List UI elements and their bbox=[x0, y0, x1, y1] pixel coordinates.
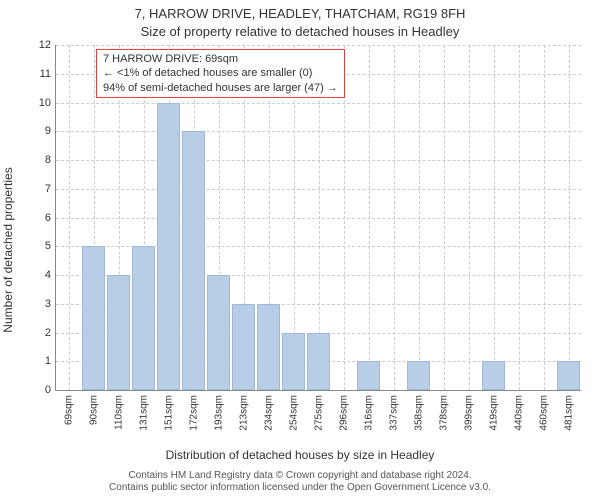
gridline-v bbox=[394, 45, 395, 390]
x-tick: 378sqm bbox=[438, 395, 449, 431]
plot-area: 012345678910111269sqm90sqm110sqm131sqm15… bbox=[55, 45, 581, 391]
bar bbox=[157, 103, 180, 391]
footer-text: Contains HM Land Registry data © Crown c… bbox=[0, 470, 600, 494]
x-tick: 460sqm bbox=[538, 395, 549, 431]
x-tick: 90sqm bbox=[88, 395, 99, 425]
annotation-line2: ← <1% of detached houses are smaller (0) bbox=[103, 66, 338, 80]
y-tick: 5 bbox=[31, 240, 51, 252]
x-tick: 275sqm bbox=[313, 395, 324, 431]
x-tick: 296sqm bbox=[338, 395, 349, 431]
title-line1: 7, HARROW DRIVE, HEADLEY, THATCHAM, RG19… bbox=[0, 6, 600, 21]
bar bbox=[82, 246, 105, 390]
bar bbox=[257, 304, 280, 390]
y-tick: 1 bbox=[31, 355, 51, 367]
bar bbox=[232, 304, 255, 390]
annotation-line1: 7 HARROW DRIVE: 69sqm bbox=[103, 52, 338, 66]
x-tick: 193sqm bbox=[213, 395, 224, 431]
gridline-v bbox=[494, 45, 495, 390]
y-tick: 6 bbox=[31, 212, 51, 224]
x-tick: 151sqm bbox=[163, 395, 174, 431]
gridline-v bbox=[544, 45, 545, 390]
bar bbox=[482, 361, 505, 390]
annotation-line3: 94% of semi-detached houses are larger (… bbox=[103, 81, 338, 95]
bar bbox=[557, 361, 580, 390]
gridline-v bbox=[444, 45, 445, 390]
y-tick: 8 bbox=[31, 154, 51, 166]
y-tick: 10 bbox=[31, 97, 51, 109]
title-line2: Size of property relative to detached ho… bbox=[0, 24, 600, 39]
x-tick: 172sqm bbox=[188, 395, 199, 431]
gridline-v bbox=[569, 45, 570, 390]
x-tick: 358sqm bbox=[413, 395, 424, 431]
gridline-v bbox=[519, 45, 520, 390]
footer-line1: Contains HM Land Registry data © Crown c… bbox=[0, 470, 600, 482]
bar bbox=[207, 275, 230, 390]
x-tick: 316sqm bbox=[363, 395, 374, 431]
x-tick: 213sqm bbox=[238, 395, 249, 431]
y-tick: 4 bbox=[31, 269, 51, 281]
footer-line2: Contains public sector information licen… bbox=[0, 482, 600, 494]
x-tick: 399sqm bbox=[463, 395, 474, 431]
bar bbox=[107, 275, 130, 390]
bar bbox=[282, 333, 305, 391]
x-tick: 419sqm bbox=[488, 395, 499, 431]
annotation-box: 7 HARROW DRIVE: 69sqm ← <1% of detached … bbox=[96, 49, 345, 98]
bar bbox=[407, 361, 430, 390]
x-tick: 69sqm bbox=[63, 395, 74, 425]
y-tick: 11 bbox=[31, 68, 51, 80]
gridline-v bbox=[369, 45, 370, 390]
x-axis-label: Distribution of detached houses by size … bbox=[0, 448, 600, 462]
y-tick: 3 bbox=[31, 298, 51, 310]
bar bbox=[357, 361, 380, 390]
x-tick: 234sqm bbox=[263, 395, 274, 431]
gridline-v bbox=[419, 45, 420, 390]
x-tick: 481sqm bbox=[563, 395, 574, 431]
gridline-v bbox=[69, 45, 70, 390]
y-tick: 7 bbox=[31, 183, 51, 195]
y-tick: 2 bbox=[31, 327, 51, 339]
chart-container: 7, HARROW DRIVE, HEADLEY, THATCHAM, RG19… bbox=[0, 0, 600, 500]
y-tick: 9 bbox=[31, 125, 51, 137]
y-tick: 0 bbox=[31, 384, 51, 396]
bar bbox=[307, 333, 330, 391]
x-tick: 440sqm bbox=[513, 395, 524, 431]
x-tick: 110sqm bbox=[113, 395, 124, 430]
x-tick: 131sqm bbox=[138, 395, 149, 431]
y-tick: 12 bbox=[31, 39, 51, 51]
bar bbox=[182, 131, 205, 390]
x-tick: 254sqm bbox=[288, 395, 299, 431]
y-axis-label: Number of detached properties bbox=[1, 167, 15, 332]
x-tick: 337sqm bbox=[388, 395, 399, 431]
gridline-v bbox=[469, 45, 470, 390]
bar bbox=[132, 246, 155, 390]
